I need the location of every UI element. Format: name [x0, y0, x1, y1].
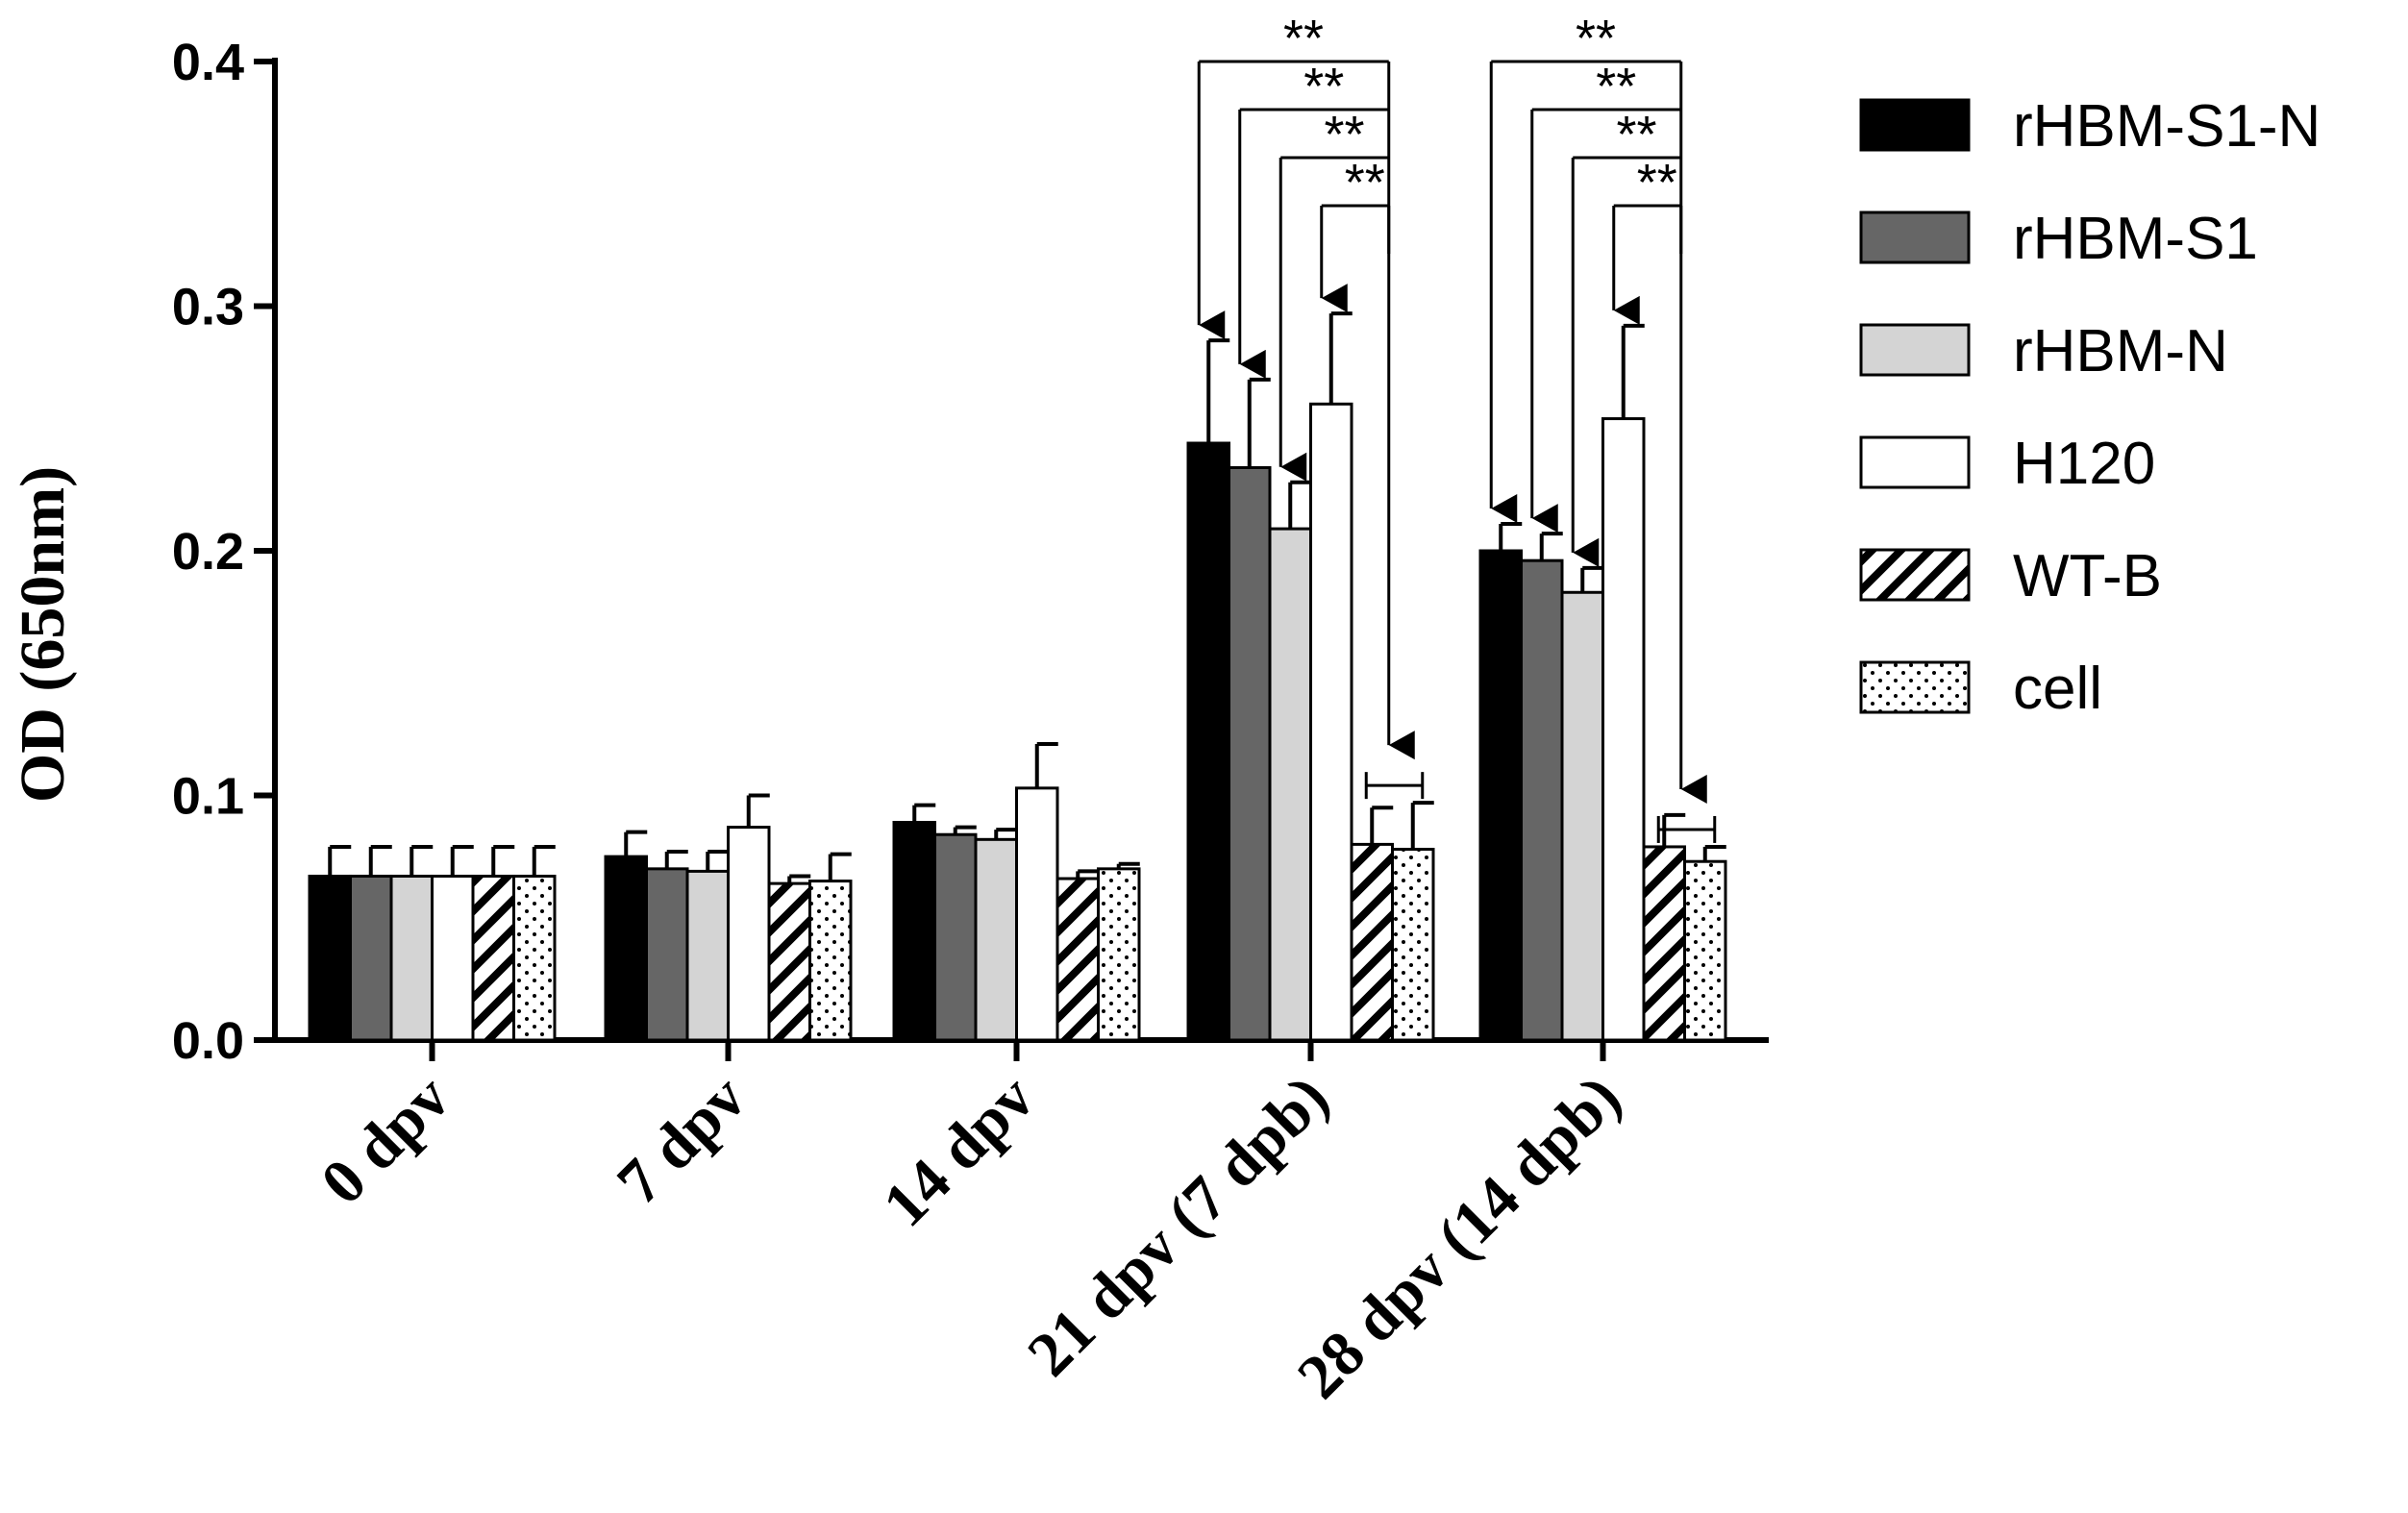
significance-label: ** [1303, 58, 1344, 115]
bar [1683, 859, 1727, 1042]
bar [1478, 549, 1523, 1042]
bar [1015, 786, 1059, 1042]
bar [1309, 402, 1353, 1042]
category-label: 7 dpv [604, 1062, 759, 1218]
category-label: 14 dpv [870, 1062, 1048, 1240]
category-label: 0 dpv [308, 1062, 463, 1218]
significance-label: ** [1637, 154, 1677, 211]
bar [431, 874, 475, 1042]
bar [727, 826, 771, 1042]
bar [1055, 877, 1100, 1042]
legend-label: cell [2013, 656, 2102, 722]
bar [1228, 465, 1272, 1042]
y-tick-label: 0.0 [172, 1012, 244, 1070]
y-tick-label: 0.4 [172, 34, 244, 91]
significance-label: ** [1616, 106, 1656, 163]
legend-swatch [1859, 660, 1971, 714]
bar [1186, 441, 1230, 1042]
significance-label: ** [1345, 154, 1385, 211]
significance-label: ** [1576, 10, 1616, 67]
significance-label: ** [1283, 10, 1324, 67]
legend: rHBM-S1-N rHBM-S1 rHBM-N H120 WT-B cell [1859, 93, 2321, 722]
legend-label: rHBM-S1 [2013, 206, 2258, 272]
legend-label: WT-B [2013, 543, 2162, 609]
bar [604, 855, 648, 1042]
legend-swatch [1859, 211, 1971, 264]
bar [389, 874, 434, 1042]
bar [1560, 590, 1604, 1042]
bar [1350, 842, 1394, 1042]
bar [974, 837, 1018, 1042]
bar [1601, 417, 1646, 1042]
bar [308, 874, 352, 1042]
y-tick-label: 0.3 [172, 279, 244, 336]
bar [1520, 558, 1564, 1042]
bar [1642, 845, 1686, 1042]
bar [933, 832, 978, 1042]
bar [1097, 867, 1141, 1042]
bar [808, 880, 853, 1042]
bar [512, 874, 557, 1042]
bar [471, 874, 515, 1042]
legend-swatch [1859, 323, 1971, 377]
bar [892, 820, 936, 1042]
significance-label: ** [1596, 58, 1636, 115]
legend-label: rHBM-S1-N [2013, 93, 2321, 160]
legend-label: H120 [2013, 431, 2155, 497]
bar [1391, 847, 1435, 1042]
bar [645, 867, 689, 1042]
legend-label: rHBM-N [2013, 318, 2228, 384]
bar [349, 874, 393, 1042]
bar [685, 869, 730, 1042]
significance-label: ** [1324, 106, 1364, 163]
bar [767, 881, 811, 1042]
bar [1268, 527, 1312, 1042]
y-tick-label: 0.1 [172, 768, 244, 826]
category-label: 21 dpv (7 dpb) [1014, 1062, 1342, 1390]
legend-swatch [1859, 548, 1971, 602]
y-axis-label: OD (650nm) [8, 466, 78, 803]
legend-swatch [1859, 435, 1971, 489]
legend-swatch [1859, 98, 1971, 152]
y-tick-label: 0.2 [172, 523, 244, 581]
